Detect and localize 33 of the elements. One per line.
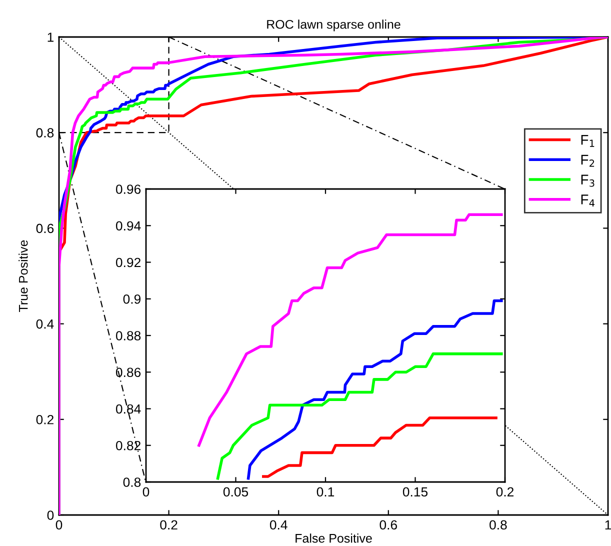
y-axis-title: True Positive — [18, 240, 28, 312]
y-tick-label: 0.92 — [116, 258, 140, 268]
y-tick-label: 0.88 — [116, 331, 141, 340]
legend-label: F$_{3}$ — [581, 174, 594, 187]
x-axis-title: False Positive — [296, 534, 372, 543]
x-tick-label: 0.05 — [223, 487, 248, 497]
x-tick-label: 0 — [142, 487, 150, 497]
legend-label: F$_{1}$ — [581, 135, 594, 147]
y-tick-label: 0.94 — [116, 221, 141, 231]
x-tick-label: 0.6 — [380, 520, 397, 530]
x-tick-label: 0.1 — [316, 487, 334, 497]
y-tick-label: 0.4 — [36, 319, 54, 329]
y-tick-label: 1 — [48, 32, 54, 42]
x-tick-label: 1 — [605, 520, 611, 530]
legend-label: F$_{2}$ — [581, 154, 594, 167]
legend-label: F$_{4}$ — [581, 194, 594, 207]
y-tick-label: 0.84 — [116, 404, 141, 414]
x-tick-label: 0.2 — [496, 487, 514, 497]
x-tick-label: 0.8 — [490, 520, 507, 530]
y-tick-label: 0.9 — [123, 294, 141, 304]
y-tick-label: 0.96 — [116, 184, 141, 194]
x-tick-label: 0.4 — [270, 520, 288, 530]
x-tick-label: 0.2 — [160, 520, 178, 530]
y-tick-label: 0.2 — [36, 414, 54, 424]
y-tick-label: 0.86 — [116, 368, 141, 378]
y-tick-label: 0.8 — [123, 478, 141, 487]
x-tick-label: 0.15 — [402, 487, 428, 497]
y-tick-label: 0.8 — [36, 128, 54, 138]
y-tick-label: 0.82 — [116, 440, 140, 450]
chart-title: ROC lawn sparse online — [267, 20, 400, 32]
x-tick-label: 0 — [56, 520, 62, 530]
y-tick-label: 0 — [47, 510, 54, 520]
y-tick-label: 0.6 — [36, 224, 54, 234]
